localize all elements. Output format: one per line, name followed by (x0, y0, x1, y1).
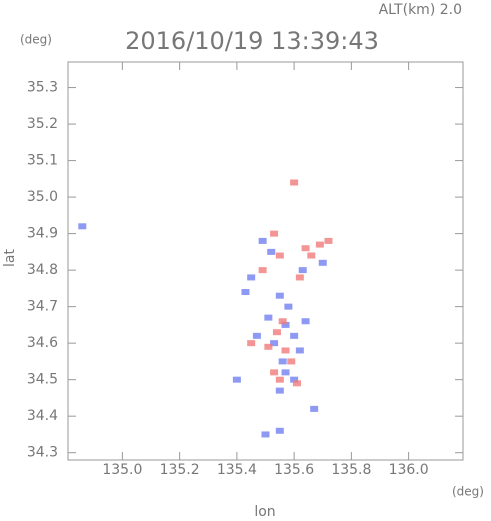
radar-echo (78, 223, 87, 230)
radar-echo (267, 248, 276, 255)
radar-echo (272, 329, 281, 336)
y-unit: (deg) (20, 33, 52, 47)
x-tick-label: 135.6 (274, 462, 314, 478)
chart-title: 2016/10/19 13:39:43 (125, 27, 379, 55)
radar-echo (284, 303, 293, 310)
radar-echo (324, 237, 333, 244)
radar-echo (275, 252, 284, 259)
radar-echo (281, 369, 290, 376)
radar-echo (270, 340, 279, 347)
radar-echo (292, 380, 301, 387)
radar-echo (241, 289, 250, 296)
radar-echo (258, 267, 267, 274)
y-axis-label: lat (2, 249, 18, 267)
radar-echo (310, 405, 319, 412)
radar-echo (295, 347, 304, 354)
y-tick-label: 34.6 (27, 335, 58, 351)
x-tick-label: 135.2 (160, 462, 200, 478)
y-tick-label: 35.2 (27, 116, 58, 132)
y-tick-label: 35.0 (27, 189, 58, 205)
radar-echo (307, 252, 316, 259)
y-tick-label: 35.1 (27, 153, 58, 169)
radar-echo (301, 245, 310, 252)
radar-echo (298, 267, 307, 274)
radar-echo (287, 358, 296, 365)
radar-echo (264, 343, 273, 350)
y-tick-label: 34.3 (27, 445, 58, 461)
x-tick-label: 136.0 (389, 462, 429, 478)
plot-frame (67, 61, 464, 461)
radar-echo (232, 376, 241, 383)
radar-echo (278, 358, 287, 365)
y-tick-label: 34.9 (27, 226, 58, 242)
radar-echo (290, 332, 299, 339)
radar-echo (252, 332, 261, 339)
radar-echo (247, 274, 256, 281)
altitude-label: ALT(km) 2.0 (379, 2, 462, 18)
x-axis-label: lon (254, 504, 275, 520)
radar-echo (281, 347, 290, 354)
radar-echo (275, 427, 284, 434)
radar-echo (318, 259, 327, 266)
y-tick-label: 34.7 (27, 299, 58, 315)
radar-echo (270, 369, 279, 376)
y-tick-label: 34.8 (27, 262, 58, 278)
y-tick-label: 34.4 (27, 408, 58, 424)
radar-echo (275, 387, 284, 394)
radar-echo (247, 340, 256, 347)
radar-echo (295, 274, 304, 281)
y-tick-label: 34.5 (27, 372, 58, 388)
radar-echo (258, 237, 267, 244)
radar-echo (270, 230, 279, 237)
radar-echo (315, 241, 324, 248)
x-tick-label: 135.0 (102, 462, 142, 478)
radar-echo (278, 318, 287, 325)
y-tick-label: 35.3 (27, 80, 58, 96)
radar-echo (261, 431, 270, 438)
radar-echo (275, 292, 284, 299)
x-unit: (deg) (452, 485, 484, 499)
radar-echo (275, 376, 284, 383)
radar-echo (281, 321, 290, 328)
x-tick-label: 135.8 (331, 462, 371, 478)
radar-echo (301, 318, 310, 325)
radar-echo (264, 314, 273, 321)
radar-echo (290, 376, 299, 383)
x-tick-label: 135.4 (217, 462, 257, 478)
radar-echo (290, 179, 299, 186)
